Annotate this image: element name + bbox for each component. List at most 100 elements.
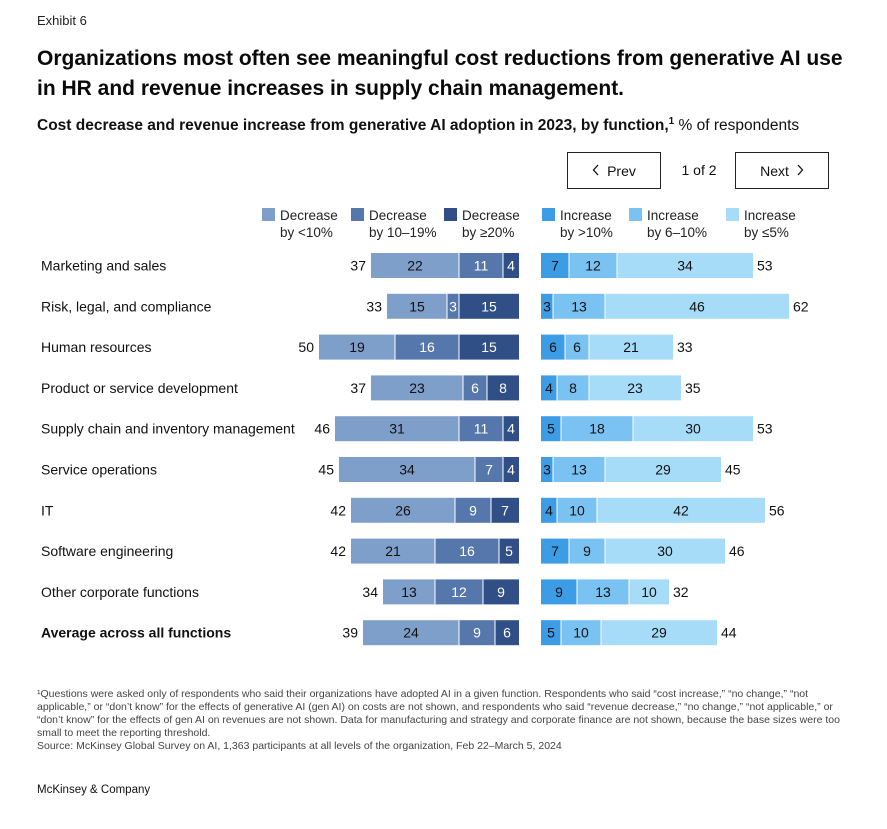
legend-line2: by 6–10% [647,225,708,240]
decrease-total-label: 33 [366,298,382,314]
increase-total-label: 53 [757,258,773,274]
next-button[interactable]: Next [735,152,829,189]
bar-decrease-seg [487,375,519,401]
legend-swatch [629,208,642,221]
bar-value-label: 29 [655,462,671,478]
bar-value-label: 46 [689,298,705,314]
bar-value-label: 8 [569,380,577,396]
bar-value-label: 15 [409,298,425,314]
decrease-total-label: 37 [350,380,366,396]
category-label: Average across all functions [41,625,231,641]
bar-decrease-seg [371,253,459,278]
increase-total-label: 35 [685,380,701,396]
legend-line2: by ≤5% [744,225,789,240]
bar-decrease-seg [483,579,519,605]
bar-value-label: 23 [409,380,425,396]
bar-increase-seg [541,375,557,401]
bar-value-label: 13 [595,584,611,600]
bar-value-label: 6 [573,339,581,355]
bar-value-label: 7 [551,258,559,274]
category-label: Service operations [41,462,157,478]
bar-decrease-seg [383,579,435,605]
bar-value-label: 10 [573,625,589,641]
bar-decrease-seg [395,334,459,360]
bar-increase-seg [541,253,569,278]
bar-value-label: 11 [474,421,489,437]
bar-increase-seg [577,579,629,605]
bar-value-label: 7 [501,502,509,518]
decrease-total-label: 50 [298,339,314,355]
bar-value-label: 26 [395,502,411,518]
bar-value-label: 12 [451,584,467,600]
decrease-total-label: 34 [362,584,378,600]
bar-increase-seg [601,620,717,646]
bar-value-label: 34 [677,258,693,274]
bar-decrease-seg [363,620,459,646]
increase-total-label: 32 [673,584,689,600]
increase-total-label: 53 [757,421,773,437]
bar-value-label: 8 [499,380,507,396]
category-label: Other corporate functions [41,584,199,600]
category-label: Human resources [41,339,152,355]
next-label: Next [760,162,789,179]
bar-value-label: 9 [473,625,481,641]
bar-value-label: 23 [627,380,643,396]
bar-decrease-seg [491,497,519,523]
legend-line1: Decrease [280,208,338,223]
bar-value-label: 16 [419,339,435,355]
decrease-total-label: 37 [350,258,366,274]
bar-value-label: 13 [401,584,417,600]
prev-button[interactable]: Prev [567,152,661,189]
chevron-right-icon [796,164,804,178]
bar-increase-seg [557,497,597,523]
bar-value-label: 12 [585,258,601,274]
bar-value-label: 11 [474,258,489,274]
legend-line1: Decrease [369,208,427,223]
bar-increase-seg [541,579,577,605]
bar-increase-seg [569,253,617,278]
bar-decrease-seg [387,293,447,319]
subtitle-unit: % of respondents [674,117,800,135]
bar-value-label: 9 [555,584,563,600]
legend-line1: Decrease [462,208,520,223]
bar-increase-seg [541,416,561,442]
category-label: Product or service development [41,380,238,396]
increase-total-label: 46 [729,543,745,559]
bar-decrease-seg [475,457,503,482]
bar-increase-seg [541,497,557,523]
bar-decrease-seg [463,375,487,401]
category-label: IT [41,502,54,518]
exhibit-label: Exhibit 6 [37,13,87,28]
decrease-total-label: 42 [330,543,346,559]
bar-value-label: 9 [497,584,505,600]
bar-value-label: 6 [549,339,557,355]
page-indicator: 1 of 2 [681,162,717,178]
bar-value-label: 10 [569,502,585,518]
bar-decrease-seg [499,538,519,564]
decrease-total-label: 39 [342,625,358,641]
bar-value-label: 29 [651,625,667,641]
bar-value-label: 34 [399,462,415,478]
bar-decrease-seg [335,416,459,442]
category-label: Risk, legal, and compliance [41,298,212,314]
bar-value-label: 9 [583,543,591,559]
bar-increase-seg [605,457,721,482]
bar-decrease-seg [503,253,519,278]
decrease-total-label: 46 [314,421,330,437]
legend-swatch [726,208,739,221]
bar-value-label: 30 [657,543,673,559]
bar-decrease-seg [435,579,483,605]
bar-increase-seg [553,293,605,319]
bar-increase-seg [589,334,673,360]
bar-value-label: 21 [385,543,401,559]
bar-increase-seg [605,538,725,564]
decrease-total-label: 45 [318,462,334,478]
bar-value-label: 15 [481,339,497,355]
bar-decrease-seg [319,334,395,360]
bar-value-label: 31 [389,421,405,437]
bar-increase-seg [597,497,765,523]
source-note: Source: McKinsey Global Survey on AI, 1,… [37,740,562,752]
bar-increase-seg [569,538,605,564]
bar-increase-seg [541,334,565,360]
